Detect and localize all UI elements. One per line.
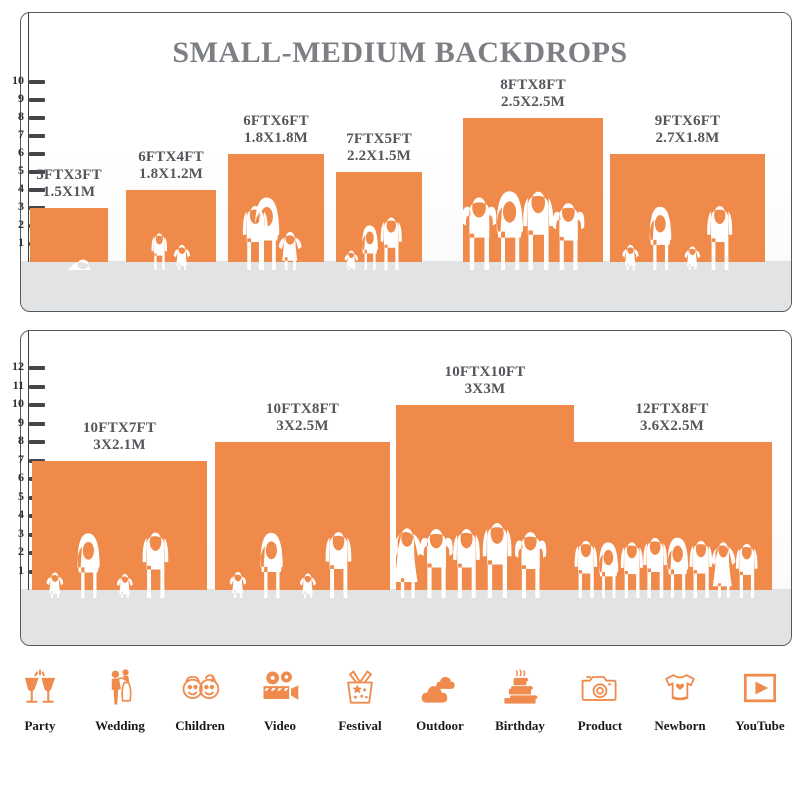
chart1-y-axis [28, 12, 29, 262]
y-tick-label: 5 [18, 488, 24, 503]
two-kids-faces-icon [178, 660, 222, 716]
y-tick-label: 9 [18, 91, 24, 105]
panel2-floor [21, 589, 791, 645]
y-tick-label: 6 [18, 470, 24, 484]
use-case-item[interactable]: Birthday [481, 660, 559, 734]
y-tick-mark [29, 421, 45, 426]
cloud-icon [418, 660, 462, 716]
backdrop-size-bar[interactable] [215, 442, 390, 590]
people-silhouette-group [396, 523, 547, 598]
bar-size-label: 10FTX8FT 3X2.5M [265, 401, 340, 434]
gift-box-icon [338, 660, 382, 716]
y-tick-label: 1 [18, 235, 24, 249]
use-case-item[interactable]: Video [241, 660, 319, 734]
bar-size-label: 10FTX7FT 3X2.1M [82, 419, 157, 453]
y-tick-mark [29, 170, 45, 174]
people-silhouette-group [229, 532, 352, 598]
chart2-y-axis [28, 330, 29, 590]
people-silhouette-group [463, 191, 585, 270]
y-tick-mark [29, 134, 45, 138]
y-tick-label: 10 [12, 73, 24, 87]
people-silhouette-group [344, 217, 402, 270]
cheers-glasses-icon [18, 660, 62, 716]
page-title: SMALL-MEDIUM BACKDROPS [172, 36, 628, 69]
people-silhouette-group [574, 537, 758, 598]
y-tick-mark [29, 116, 45, 120]
bar-size-label: 6FTX6FT 1.8X1.8M [243, 113, 309, 146]
y-tick-mark [29, 403, 45, 407]
y-tick-label: 1 [18, 562, 24, 577]
use-case-item[interactable]: Party [1, 660, 79, 734]
use-case-item[interactable]: Newborn [641, 660, 719, 734]
y-tick-label: 4 [18, 181, 24, 195]
panel1-floor [21, 261, 791, 311]
use-case-label: Outdoor [416, 718, 464, 733]
use-case-item[interactable]: Children [161, 660, 239, 734]
use-case-label: Children [175, 718, 225, 733]
bar-size-label: 12FTX8FT 3.6X2.5M [635, 401, 709, 434]
bar-size-label: 8FTX8FT 2.5X2.5M [500, 77, 566, 110]
backdrop-size-bar[interactable] [610, 154, 765, 262]
y-tick-mark [29, 384, 45, 389]
use-case-item[interactable]: Product [561, 660, 639, 734]
y-tick-label: 3 [18, 525, 24, 540]
y-tick-mark [29, 98, 45, 102]
use-case-label: Party [24, 718, 56, 733]
y-tick-label: 10 [12, 396, 24, 410]
people-silhouette-group [151, 233, 191, 270]
use-case-item[interactable]: Outdoor [401, 660, 479, 734]
y-tick-mark [29, 80, 45, 84]
y-tick-label: 2 [18, 544, 24, 558]
backdrop-size-bar[interactable] [396, 405, 574, 590]
bar-size-label: 9FTX6FT 2.7X1.8M [654, 113, 721, 146]
bar-size-label: 5FTX3FT 1.5X1M [36, 167, 102, 200]
use-case-label: Product [577, 718, 623, 733]
use-case-label: Festival [338, 718, 382, 733]
use-case-label: Wedding [95, 718, 145, 733]
people-silhouette-group [66, 259, 93, 270]
backdrop-size-bar[interactable] [126, 190, 216, 262]
people-silhouette-group [622, 206, 733, 270]
bar-size-label: 6FTX4FT 1.8X1.2M [138, 149, 204, 182]
backdrop-size-bar[interactable] [32, 460, 207, 590]
use-case-label: Video [263, 718, 297, 733]
bar-size-label: 10FTX10FT 3X3M [444, 364, 526, 397]
y-tick-label: 4 [18, 507, 24, 521]
use-case-icon-row: Party Wedding Children [0, 660, 800, 770]
people-silhouette-group [46, 532, 169, 598]
y-tick-label: 2 [18, 217, 24, 231]
y-tick-label: 3 [18, 199, 24, 213]
y-tick-mark [29, 366, 45, 370]
movie-camera-icon [258, 660, 302, 716]
y-tick-mark [29, 152, 45, 156]
backdrop-size-bar[interactable] [336, 172, 422, 262]
use-case-item[interactable]: Festival [321, 660, 399, 734]
y-tick-label: 8 [18, 433, 24, 447]
use-case-item[interactable]: Wedding [81, 660, 159, 734]
y-tick-label: 8 [18, 109, 24, 123]
photo-camera-icon [578, 660, 622, 716]
y-tick-label: 6 [18, 145, 24, 159]
backdrop-size-bar[interactable] [30, 208, 108, 262]
backdrop-size-bar[interactable] [228, 154, 324, 262]
use-case-item[interactable]: YouTube [721, 660, 799, 734]
y-tick-label: 7 [18, 451, 24, 466]
use-case-label: Birthday [495, 718, 545, 733]
bar-size-label: 7FTX5FT 2.2X1.5M [346, 131, 412, 164]
tiered-cake-icon [498, 660, 542, 716]
y-tick-label: 7 [18, 127, 24, 141]
use-case-label: Newborn [654, 718, 706, 733]
y-tick-label: 5 [18, 163, 24, 177]
y-tick-mark [29, 188, 45, 192]
y-tick-mark [29, 440, 45, 444]
play-button-icon [738, 660, 782, 716]
y-tick-label: 12 [12, 359, 24, 373]
y-tick-label: 11 [12, 377, 24, 392]
use-case-label: YouTube [735, 718, 785, 733]
bride-groom-icon [98, 660, 142, 716]
y-tick-label: 9 [18, 414, 24, 429]
people-silhouette-group [242, 197, 302, 270]
baby-onesie-icon [658, 660, 702, 716]
